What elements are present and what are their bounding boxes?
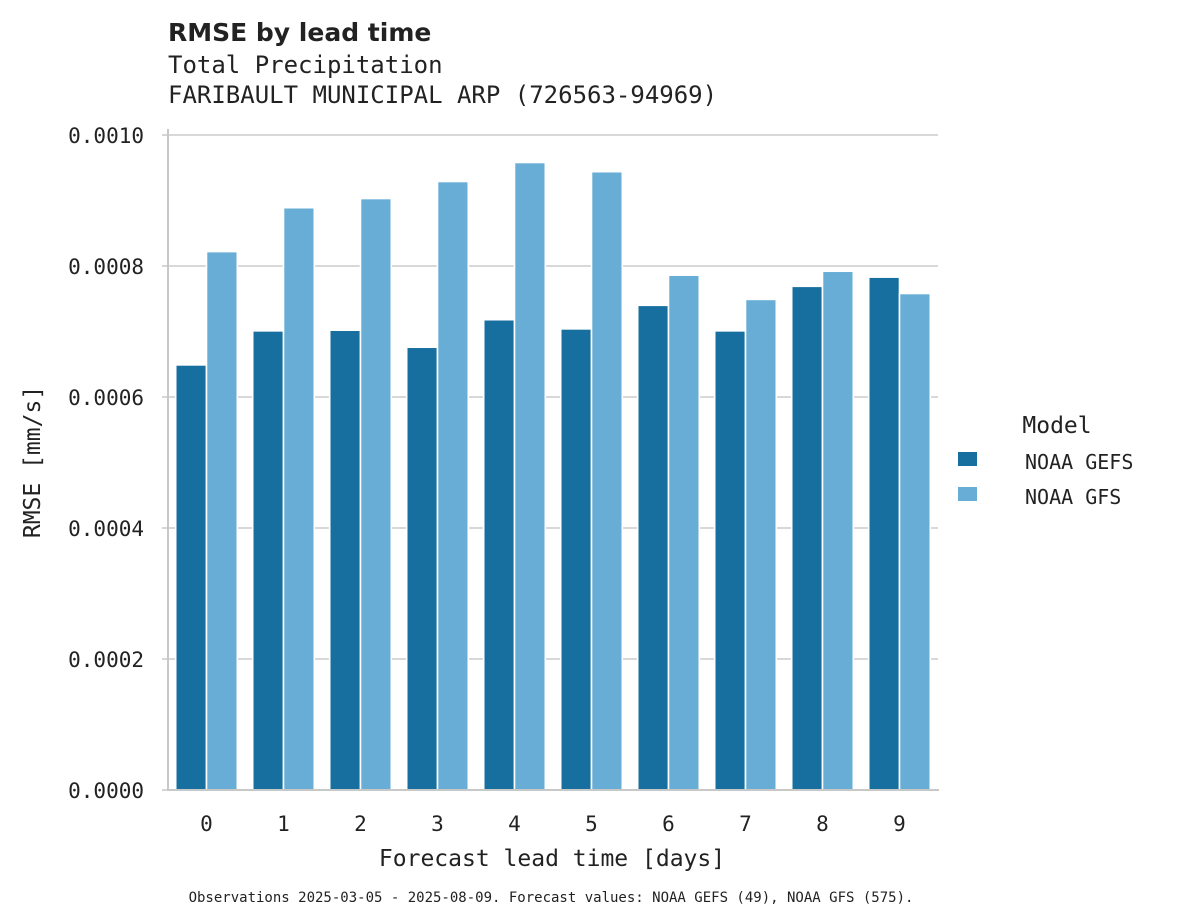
- y-tick-label: 0.0010: [68, 124, 144, 148]
- legend-label: NOAA GFS: [1025, 485, 1121, 509]
- x-tick-label: 4: [508, 812, 521, 836]
- legend: Model NOAA GEFS NOAA GFS: [958, 413, 1133, 509]
- x-tick-label: 6: [662, 812, 675, 836]
- bar-noaa-gefs-1: [251, 330, 285, 791]
- bar-noaa-gfs-8: [821, 270, 855, 791]
- y-tick-label: 0.0000: [68, 779, 144, 803]
- x-tick-label: 7: [739, 812, 752, 836]
- x-tick-label: 3: [431, 812, 444, 836]
- x-tick-label: 1: [277, 812, 290, 836]
- x-tick-label: 5: [585, 812, 598, 836]
- y-tick-label: 0.0006: [68, 386, 144, 410]
- legend-swatch: [958, 487, 977, 501]
- x-tick-labels: 0 1 2 3 4 5 6 7 8 9: [200, 812, 906, 836]
- x-tick-label: 9: [893, 812, 906, 836]
- bar-noaa-gfs-9: [898, 292, 932, 791]
- y-tick-label: 0.0008: [68, 255, 144, 279]
- chart-subtitle-station: FARIBAULT MUNICIPAL ARP (726563-94969): [168, 81, 717, 109]
- chart-subtitle-variable: Total Precipitation: [168, 51, 443, 79]
- bar-noaa-gfs-2: [359, 197, 393, 791]
- footnote: Observations 2025-03-05 - 2025-08-09. Fo…: [189, 890, 914, 906]
- bar-noaa-gfs-5: [590, 170, 624, 791]
- bar-noaa-gefs-8: [790, 285, 824, 791]
- x-tick-label: 2: [354, 812, 367, 836]
- y-tick-label: 0.0002: [68, 648, 144, 672]
- bar-noaa-gefs-0: [174, 364, 208, 791]
- chart-title: RMSE by lead time: [168, 18, 431, 47]
- bar-noaa-gfs-7: [744, 298, 778, 791]
- x-tick-label: 8: [816, 812, 829, 836]
- bar-noaa-gfs-0: [205, 250, 239, 791]
- bar-noaa-gfs-6: [667, 274, 701, 791]
- y-tick-label: 0.0004: [68, 517, 144, 541]
- bar-noaa-gefs-6: [636, 304, 670, 791]
- bar-noaa-gefs-4: [482, 318, 516, 791]
- bar-noaa-gfs-4: [513, 161, 547, 791]
- bars: [174, 161, 932, 791]
- bar-noaa-gefs-2: [328, 329, 362, 791]
- y-tick-labels: 0.0000 0.0002 0.0004 0.0006 0.0008 0.0010: [68, 124, 144, 803]
- legend-swatch: [958, 452, 977, 466]
- x-axis-label: Forecast lead time [days]: [379, 846, 725, 872]
- bar-noaa-gfs-1: [282, 206, 316, 791]
- bar-noaa-gfs-3: [436, 180, 470, 791]
- legend-label: NOAA GEFS: [1025, 450, 1133, 474]
- bar-noaa-gefs-7: [713, 330, 747, 791]
- x-tick-label: 0: [200, 812, 213, 836]
- bar-noaa-gefs-5: [559, 328, 593, 791]
- legend-title: Model: [1022, 413, 1091, 439]
- bar-noaa-gefs-9: [867, 276, 901, 791]
- bar-noaa-gefs-3: [405, 346, 439, 791]
- y-axis-label: RMSE [mm/s]: [20, 386, 46, 538]
